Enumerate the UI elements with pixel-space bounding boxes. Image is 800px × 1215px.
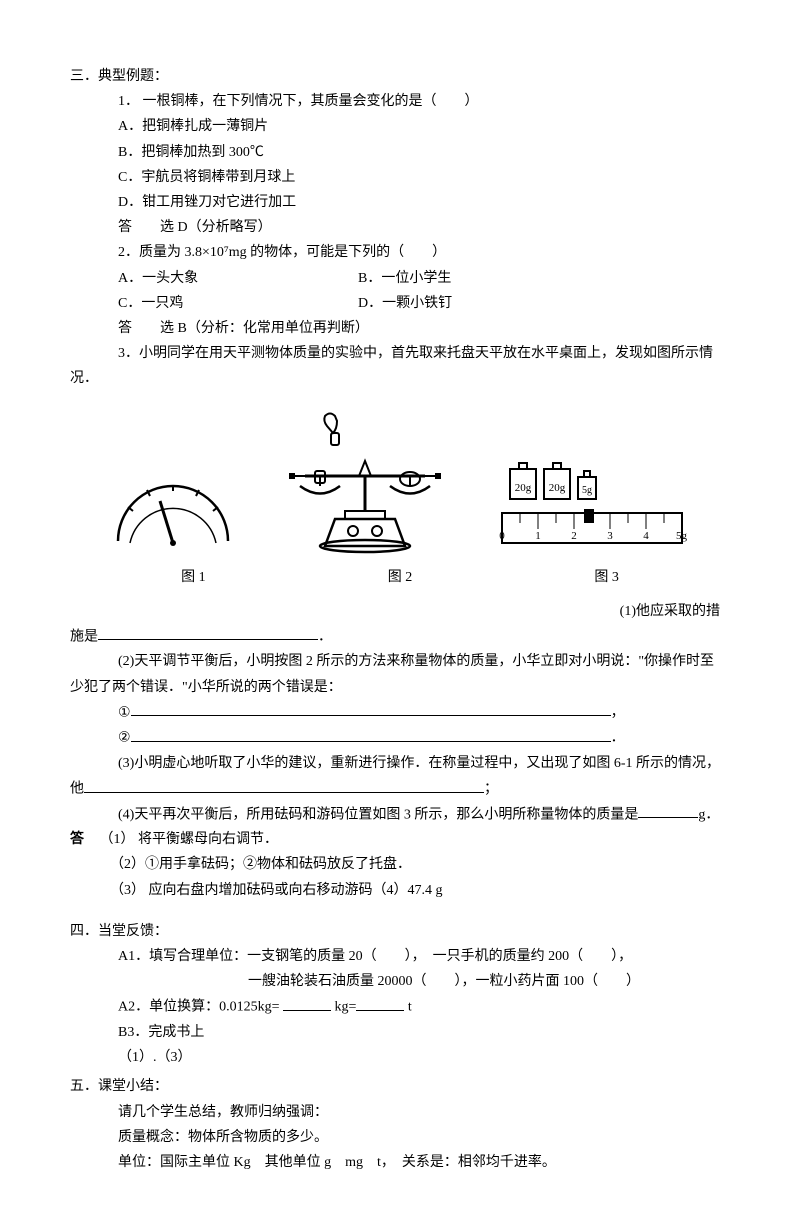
s4-a2c: t — [404, 1000, 411, 1015]
s4-a2a: A2．单位换算：0.0125kg= — [118, 1000, 283, 1015]
q3-a2: （2）①用手拿砝码；②物体和砝码放反了托盘． — [70, 852, 730, 877]
q3-p4a: (4)天平再次平衡后，所用砝码和游码位置如图 3 所示，那么小明所称量物体的质量… — [118, 807, 638, 822]
figure-3: 20g 20g 5g 0 1 2 3 4 5g — [492, 451, 692, 561]
r5-label: 5g — [676, 530, 688, 542]
q3-p3a: (3)小明虚心地听取了小华的建议，重新进行操作．在称量过程中，又出现了如图 6-… — [70, 751, 730, 776]
figure-2 — [275, 411, 455, 561]
q2-c: C．一只鸡 — [118, 291, 358, 316]
s3-head: 三．典型例题： — [70, 64, 730, 89]
svg-text:3: 3 — [607, 530, 613, 542]
s5-l1: 请几个学生总结，教师归纳强调： — [70, 1100, 730, 1125]
s5-head: 五．课堂小结： — [70, 1074, 730, 1099]
blank[interactable] — [283, 994, 331, 1010]
q1: 1． 一根铜棒，在下列情况下，其质量会变化的是（ ） A．把铜棒扎成一薄铜片 B… — [70, 89, 730, 240]
w1-label: 20g — [514, 482, 531, 494]
q3-p1a: (1)他应采取的措 — [620, 604, 720, 619]
figure-1 — [108, 471, 238, 561]
s4-a1b: 一艘油轮装石油质量 20000（ ），一粒小药片面 100（ ） — [70, 969, 730, 994]
s4-head: 四．当堂反馈： — [70, 919, 730, 944]
section-5: 五．课堂小结： 请几个学生总结，教师归纳强调： 质量概念：物体所含物质的多少。 … — [70, 1074, 730, 1175]
q2-d: D．一颗小铁钉 — [358, 291, 598, 316]
q1-stem: 1． 一根铜棒，在下列情况下，其质量会变化的是（ ） — [118, 89, 730, 114]
section-3: 三．典型例题： 1． 一根铜棒，在下列情况下，其质量会变化的是（ ） A．把铜棒… — [70, 64, 730, 391]
svg-text:0: 0 — [499, 530, 505, 542]
cap3: 图 3 — [517, 565, 697, 590]
blank[interactable] — [131, 725, 611, 741]
s4-b3: B3．完成书上 — [70, 1020, 730, 1045]
q3-a1: （1） 将平衡螺母向右调节． — [88, 832, 279, 847]
blank[interactable] — [84, 776, 484, 792]
cap2: 图 2 — [310, 565, 490, 590]
q3-stem-a: 3．小明同学在用天平测物体质量的实验中，首先取来托盘天平放在水平桌面上，发现如图… — [70, 341, 730, 366]
q1-c: C．宇航员将铜棒带到月球上 — [118, 165, 730, 190]
section-4: 四．当堂反馈： A1．填写合理单位：一支钢笔的质量 20（ ）， 一只手机的质量… — [70, 919, 730, 1071]
q2: 2．质量为 3.8×10⁷mg 的物体，可能是下列的（ ） A．一头大象 B．一… — [70, 240, 730, 341]
s4-a1a: A1．填写合理单位：一支钢笔的质量 20（ ）， 一只手机的质量约 200（ ）… — [70, 944, 730, 969]
q3-stem-b: 况． — [70, 366, 730, 391]
q2-ans: 答 选 B（分析：化常用单位再判断） — [118, 316, 730, 341]
q3-p2a: (2)天平调节平衡后，小明按图 2 所示的方法来称量物体的质量，小华立即对小明说… — [70, 649, 730, 674]
blank[interactable] — [131, 700, 611, 716]
svg-text:1: 1 — [535, 530, 541, 542]
q3-anshead: 答 — [70, 832, 84, 847]
svg-text:4: 4 — [643, 530, 649, 542]
q3-p2d: ② — [118, 731, 131, 746]
s4-a2b: kg= — [331, 1000, 356, 1015]
q1-ans: 答 选 D（分析略写） — [118, 215, 730, 240]
q3-p1b: 施是 — [70, 629, 98, 644]
q1-d: D．钳工用锉刀对它进行加工 — [118, 190, 730, 215]
q2-a: A．一头大象 — [118, 266, 358, 291]
cap1: 图 1 — [103, 565, 283, 590]
q3-p4b: g． — [698, 807, 719, 822]
q3-p2b: 少犯了两个错误．"小华所说的两个错误是： — [70, 675, 730, 700]
s4-b3a: （1）.（3） — [70, 1045, 730, 1070]
figures-row: 20g 20g 5g 0 1 2 3 4 5g — [70, 411, 730, 561]
blank[interactable] — [98, 624, 318, 640]
q1-b: B．把铜棒加热到 300℃ — [118, 140, 730, 165]
s5-l3: 单位：国际主单位 Kg 其他单位 g mg t， 关系是：相邻均千进率。 — [70, 1150, 730, 1175]
q3-p3b: 他 — [70, 782, 84, 797]
q3-body: (1)他应采取的措 施是． (2)天平调节平衡后，小明按图 2 所示的方法来称量… — [70, 599, 730, 903]
q2-b: B．一位小学生 — [358, 266, 598, 291]
w3-label: 5g — [582, 485, 592, 496]
q3-a3: （3） 应向右盘内增加砝码或向右移动游码（4）47.4 g — [70, 878, 730, 903]
captions: 图 1 图 2 图 3 — [70, 565, 730, 590]
svg-text:2: 2 — [571, 530, 577, 542]
blank[interactable] — [638, 802, 698, 818]
blank[interactable] — [356, 994, 404, 1010]
q3: 3．小明同学在用天平测物体质量的实验中，首先取来托盘天平放在水平桌面上，发现如图… — [70, 341, 730, 391]
q1-a: A．把铜棒扎成一薄铜片 — [118, 114, 730, 139]
q2-stem: 2．质量为 3.8×10⁷mg 的物体，可能是下列的（ ） — [118, 240, 730, 265]
q3-p2c: ① — [118, 705, 131, 720]
w2-label: 20g — [548, 482, 565, 494]
s5-l2: 质量概念：物体所含物质的多少。 — [70, 1125, 730, 1150]
